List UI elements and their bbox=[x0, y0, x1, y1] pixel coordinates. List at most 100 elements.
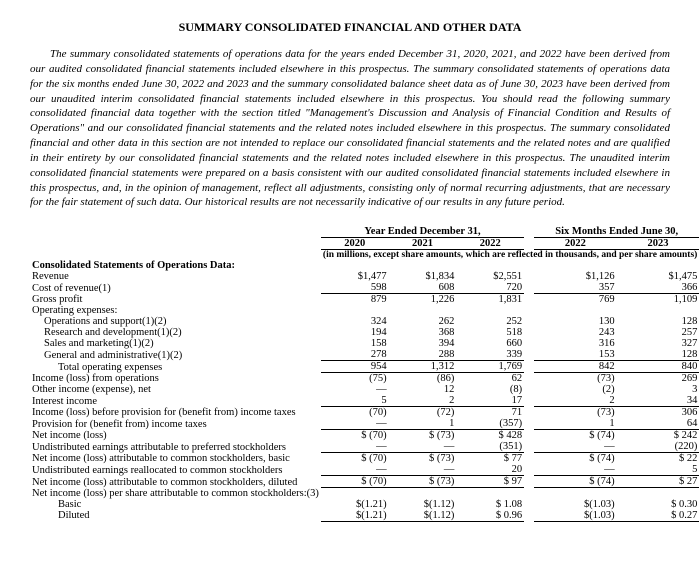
table-row: Basic$(1.21)$(1.12)$ 1.08$(1.03)$ 0.30 bbox=[30, 499, 699, 510]
row-label: Other income (expense), net bbox=[30, 384, 321, 395]
table-row: Gross profit8791,2261,8317691,109 bbox=[30, 294, 699, 306]
row-label: Net income (loss) bbox=[30, 430, 321, 442]
cell-value: (220) bbox=[617, 441, 700, 453]
cell-value: $ 428 bbox=[456, 430, 524, 442]
cell-value: — bbox=[389, 441, 457, 453]
cell-value: (73) bbox=[534, 407, 617, 419]
table-row: Diluted$(1.21)$(1.12)$ 0.96$(1.03)$ 0.27 bbox=[30, 510, 699, 522]
cell-value: 269 bbox=[617, 373, 700, 385]
row-label: Basic bbox=[30, 499, 321, 510]
cell-value: $1,126 bbox=[534, 271, 617, 282]
cell-value: 2 bbox=[389, 395, 457, 407]
cell-value: 257 bbox=[617, 327, 700, 338]
cell-value: — bbox=[534, 464, 617, 476]
cell-value: 1,769 bbox=[456, 361, 524, 373]
cell-value: 1,312 bbox=[389, 361, 457, 373]
table-row: Revenue$1,477$1,834$2,551$1,126$1,475 bbox=[30, 271, 699, 282]
cell-value: $(1.12) bbox=[389, 510, 457, 522]
table-row: Net income (loss)$ (70)$ (73)$ 428 $ (74)… bbox=[30, 430, 699, 442]
cell-value: $(1.12) bbox=[389, 499, 457, 510]
cell-value: $ 97 bbox=[456, 476, 524, 488]
cell-value: 17 bbox=[456, 395, 524, 407]
row-label: Net income (loss) attributable to common… bbox=[30, 476, 321, 488]
cell-value: — bbox=[534, 441, 617, 453]
cell-value: $(1.21) bbox=[321, 499, 389, 510]
cell-value: $2,551 bbox=[456, 271, 524, 282]
cell-value: 252 bbox=[456, 316, 524, 327]
row-label: Interest income bbox=[30, 395, 321, 407]
financial-table: Year Ended December 31, Six Months Ended… bbox=[30, 226, 699, 522]
cell-value: (73) bbox=[534, 373, 617, 385]
cell-value: $ (73) bbox=[389, 453, 457, 465]
cell-value: 5 bbox=[617, 464, 700, 476]
row-label: Operating expenses: bbox=[30, 305, 321, 316]
table-row: Other income (expense), net—12(8)(2)3 bbox=[30, 384, 699, 395]
col-sm-2023: 2023 bbox=[617, 238, 700, 250]
cell-value: $ 1.08 bbox=[456, 499, 524, 510]
cell-value: 339 bbox=[456, 349, 524, 361]
cell-value: 1,226 bbox=[389, 294, 457, 306]
cell-value: 518 bbox=[456, 327, 524, 338]
col-2022: 2022 bbox=[456, 238, 524, 250]
cell-value: $ (74) bbox=[534, 430, 617, 442]
cell-value: — bbox=[389, 464, 457, 476]
cell-value: 769 bbox=[534, 294, 617, 306]
cell-value: $1,834 bbox=[389, 271, 457, 282]
cell-value: (357) bbox=[456, 418, 524, 430]
cell-value: 20 bbox=[456, 464, 524, 476]
col-2021: 2021 bbox=[389, 238, 457, 250]
cell-value: $ (73) bbox=[389, 430, 457, 442]
cell-value: $ (70) bbox=[321, 430, 389, 442]
table-row: General and administrative(1)(2)27828833… bbox=[30, 349, 699, 361]
cell-value: 158 bbox=[321, 338, 389, 349]
cell-value: 34 bbox=[617, 395, 700, 407]
cell-value: $ (74) bbox=[534, 476, 617, 488]
cell-value: (72) bbox=[389, 407, 457, 419]
cell-value: (75) bbox=[321, 373, 389, 385]
row-label: Sales and marketing(1)(2) bbox=[30, 338, 321, 349]
cell-value: (351) bbox=[456, 441, 524, 453]
row-label: General and administrative(1)(2) bbox=[30, 349, 321, 361]
cell-value: 720 bbox=[456, 282, 524, 294]
cell-value: 608 bbox=[389, 282, 457, 294]
cell-value: 660 bbox=[456, 338, 524, 349]
cell-value: 1 bbox=[534, 418, 617, 430]
cell-value: 64 bbox=[617, 418, 700, 430]
cell-value: 1,831 bbox=[456, 294, 524, 306]
row-label: Undistributed earnings attributable to p… bbox=[30, 441, 321, 453]
row-label: Revenue bbox=[30, 271, 321, 282]
cell-value: 194 bbox=[321, 327, 389, 338]
row-label: Diluted bbox=[30, 510, 321, 522]
cell-value: 130 bbox=[534, 316, 617, 327]
table-row: Total operating expenses9541,3121,769842… bbox=[30, 361, 699, 373]
cell-value: $ 22 bbox=[617, 453, 700, 465]
cell-value: $ (74) bbox=[534, 453, 617, 465]
intro-paragraph: The summary consolidated statements of o… bbox=[30, 47, 670, 210]
cell-value: (8) bbox=[456, 384, 524, 395]
cell-value: $(1.21) bbox=[321, 510, 389, 522]
col-2020: 2020 bbox=[321, 238, 389, 250]
cell-value: $ 242 bbox=[617, 430, 700, 442]
cell-value: 368 bbox=[389, 327, 457, 338]
section-header: Consolidated Statements of Operations Da… bbox=[30, 260, 699, 271]
cell-value: 840 bbox=[617, 361, 700, 373]
table-row: Net income (loss) attributable to common… bbox=[30, 476, 699, 488]
row-label: Operations and support(1)(2) bbox=[30, 316, 321, 327]
table-row: Provision for (benefit from) income taxe… bbox=[30, 418, 699, 430]
cell-value: 316 bbox=[534, 338, 617, 349]
cell-value: 1 bbox=[389, 418, 457, 430]
cell-value: 357 bbox=[534, 282, 617, 294]
cell-value: 62 bbox=[456, 373, 524, 385]
cell-value: 5 bbox=[321, 395, 389, 407]
table-row: Research and development(1)(2)1943685182… bbox=[30, 327, 699, 338]
cell-value: 306 bbox=[617, 407, 700, 419]
row-label: Income (loss) before provision for (bene… bbox=[30, 407, 321, 419]
cell-value: 12 bbox=[389, 384, 457, 395]
table-row: Income (loss) before provision for (bene… bbox=[30, 407, 699, 419]
row-label: Net income (loss) per share attributable… bbox=[30, 488, 321, 499]
row-label: Total operating expenses bbox=[30, 361, 321, 373]
cell-value: 278 bbox=[321, 349, 389, 361]
table-row: Undistributed earnings attributable to p… bbox=[30, 441, 699, 453]
table-row: Undistributed earnings reallocated to co… bbox=[30, 464, 699, 476]
table-row: Operating expenses: bbox=[30, 305, 699, 316]
